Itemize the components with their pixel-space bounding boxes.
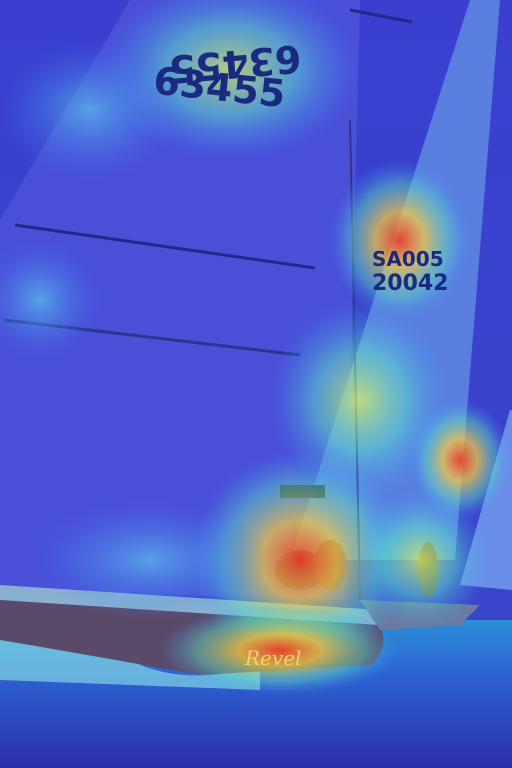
batten [349,8,413,24]
batten [14,223,316,270]
sail-number: 20042 [372,271,449,296]
sail-code: SA005 [372,247,444,271]
heat-blob [0,240,100,360]
heat-blob [30,500,270,620]
hull-name: Revel [244,646,301,670]
heat-blob [160,605,400,695]
heat-blob [330,160,470,320]
heat-blob [270,300,450,500]
heat-blob [350,490,490,630]
heat-blob [0,40,180,180]
